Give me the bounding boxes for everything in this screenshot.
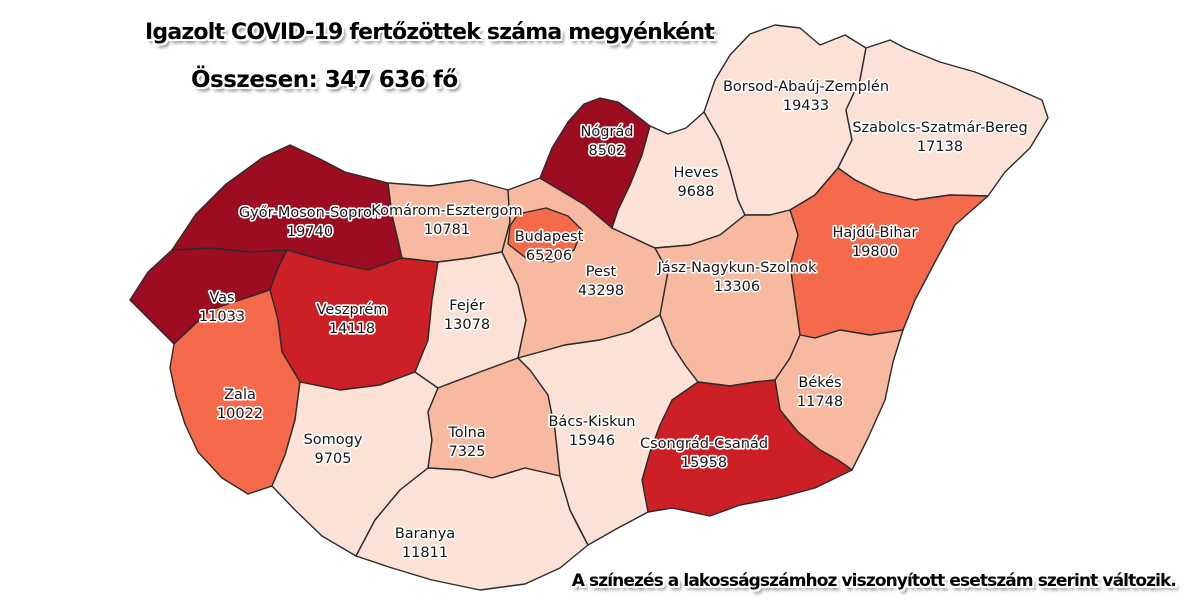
color-scale-note: A színezés a lakosságszámhoz viszonyítot…	[571, 571, 1177, 591]
county-bacs	[517, 314, 699, 546]
county-label-vas: Vas 11033	[199, 290, 245, 325]
county-label-veszprem: Veszprém 14118	[317, 302, 388, 337]
county-label-bekes: Békés 11748	[797, 375, 843, 410]
county-label-tolna: Tolna 7325	[447, 425, 485, 460]
county-label-szabolcs: Szabolcs-Szatmár-Bereg 17138	[852, 120, 1027, 155]
total-cases-label: Összesen: 347 636 fő	[191, 67, 458, 93]
county-komarom	[387, 179, 511, 263]
county-label-borsod: Borsod-Abaúj-Zemplén 19433	[723, 79, 889, 114]
county-label-budapest: Budapest 65206	[515, 229, 584, 264]
county-budapest	[507, 207, 583, 263]
county-baranya	[355, 467, 589, 591]
county-szabolcs	[837, 39, 1049, 201]
county-label-pest: Pest 43298	[578, 264, 624, 299]
county-veszprem	[269, 249, 439, 391]
county-label-komarom: Komárom-Esztergom 10781	[371, 203, 522, 238]
county-label-heves: Heves 9688	[674, 165, 719, 200]
county-label-hajdu: Hajdú-Bihar 19800	[833, 225, 918, 260]
county-label-fejer: Fejér 13078	[444, 298, 490, 333]
county-label-csongrad: Csongrád-Csanád 15958	[640, 436, 768, 471]
county-label-somogy: Somogy 9705	[304, 432, 363, 467]
county-label-jasz: Jász-Nagykun-Szolnok 13306	[657, 260, 817, 295]
county-label-nograd: Nógrád 8502	[581, 124, 634, 159]
county-label-zala: Zala 10022	[217, 387, 263, 422]
county-label-gyms: Győr-Moson-Sopron 19740	[239, 205, 381, 240]
county-label-baranya: Baranya 11811	[395, 526, 455, 561]
county-label-bacs: Bács-Kiskun 15946	[548, 414, 635, 449]
map-title: Igazolt COVID-19 fertőzöttek száma megyé…	[145, 20, 715, 45]
